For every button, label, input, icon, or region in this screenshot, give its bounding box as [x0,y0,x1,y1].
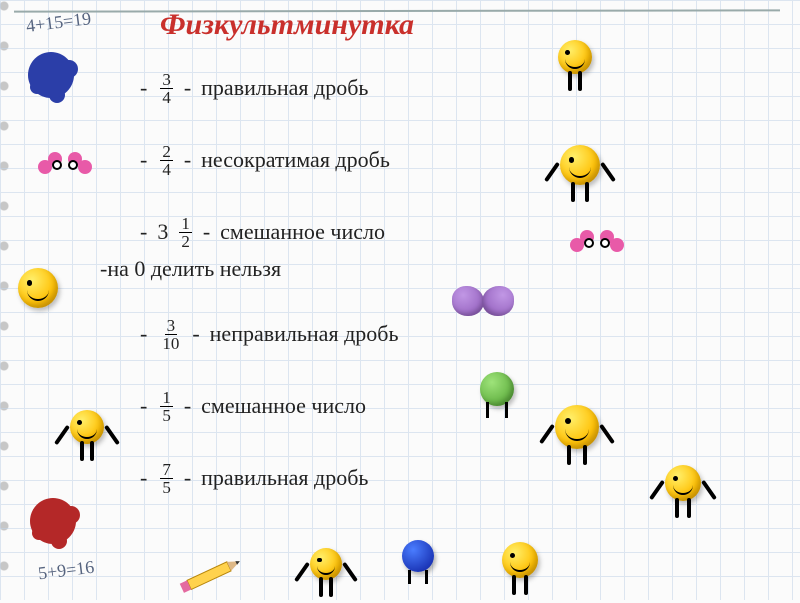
fraction: 3 10 [157,317,184,352]
fraction-label: неправильная дробь [210,321,399,347]
dash: - [184,75,191,101]
dash: - [184,147,191,173]
fraction: 1 2 [176,215,195,250]
blue-blob-icon [402,540,434,572]
fraction: 2 4 [157,143,176,178]
smiley-icon [502,542,538,578]
denominator: 2 [179,233,192,250]
denominator: 4 [160,161,173,178]
fraction-label: несократимая дробь [201,147,390,173]
dash: - [140,147,147,173]
numerator: 3 [165,317,178,335]
smiley-icon [555,405,599,449]
smiley-icon [70,410,104,444]
denominator: 10 [160,335,181,352]
smiley-icon [18,268,58,308]
ink-splat-icon [30,498,76,544]
dash: - [140,219,147,245]
smiley-icon [560,145,600,185]
numerator: 7 [160,461,173,479]
ink-splat-icon [28,52,74,98]
fraction: 7 5 [157,461,176,496]
dash: - [203,219,210,245]
eye-flower-icon [38,152,92,182]
purple-blob-icon [482,286,514,316]
fraction-label: смешанное число [220,219,385,245]
fraction-statement: - 3 4 - правильная дробь [140,60,560,116]
dash: - [184,393,191,419]
fraction-label: смешанное число [201,393,366,419]
dash: - [140,75,147,101]
smiley-icon [558,40,592,74]
fraction-statement: - 3 1 2 - смешанное число [140,204,560,260]
numerator: 3 [160,71,173,89]
fraction: 1 5 [157,389,176,424]
purple-blob-icon [452,286,484,316]
denominator: 4 [160,89,173,106]
dash: - [140,393,147,419]
fraction-label: правильная дробь [201,465,368,491]
smiley-icon [665,465,701,501]
dash: - [184,465,191,491]
denominator: 5 [160,479,173,496]
green-blob-icon [480,372,514,406]
page-title: Физкультминутка [160,8,414,42]
divide-by-zero-line: -на 0 делить нельзя [100,256,281,282]
fraction-label: правильная дробь [201,75,368,101]
dash: - [140,465,147,491]
dash: - [192,321,199,347]
fraction: 3 4 [157,71,176,106]
eye-flower-icon [570,230,624,260]
smiley-icon [310,548,342,580]
fraction-statement: - 2 4 - несократимая дробь [140,132,560,188]
whole-part: 3 [157,219,168,245]
numerator: 1 [160,389,173,407]
denominator: 5 [160,407,173,424]
fraction-statement: - 7 5 - правильная дробь [140,450,560,506]
dash: - [140,321,147,347]
numerator: 1 [179,215,192,233]
numerator: 2 [160,143,173,161]
